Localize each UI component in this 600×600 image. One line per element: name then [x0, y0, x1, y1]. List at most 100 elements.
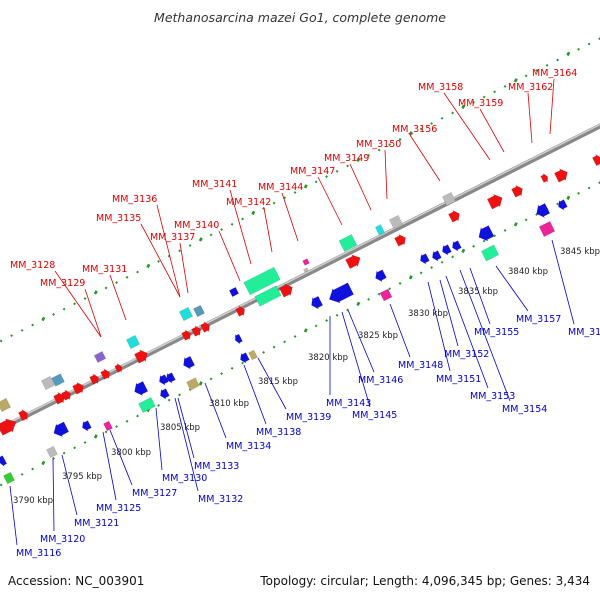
tick-mark — [93, 434, 98, 439]
reverse-leader-line — [551, 239, 575, 325]
tick-mark — [41, 316, 46, 322]
gene-feature — [100, 368, 110, 380]
tick-mark — [535, 213, 539, 216]
gene-feature — [125, 334, 141, 350]
reverse-leader-line — [389, 303, 411, 358]
tick-mark — [367, 153, 371, 157]
tick-mark — [125, 275, 129, 279]
gene-feature — [45, 445, 59, 459]
gene-feature — [511, 184, 523, 198]
reverse-gene-label: MM_3152 — [444, 349, 489, 360]
tick-mark — [513, 78, 518, 83]
forward-leader-line — [384, 149, 388, 200]
gene-feature — [374, 224, 386, 236]
tick-mark — [115, 425, 118, 429]
forward-leader-line — [409, 134, 441, 182]
tick-mark — [146, 263, 151, 269]
tick-mark — [325, 319, 329, 322]
gene-feature — [538, 220, 556, 238]
tick-mark — [136, 414, 139, 418]
reverse-leader-line — [52, 458, 55, 532]
reverse-leader-line — [439, 279, 459, 347]
tick-mark — [62, 307, 66, 311]
reverse-gene-label: MM_3116 — [16, 548, 61, 559]
forward-leader-line — [84, 288, 102, 338]
reverse-leader-line — [102, 431, 117, 501]
tick-mark — [451, 255, 455, 259]
reverse-gene-label: MM_3138 — [256, 427, 301, 438]
reverse-gene-label: MM_3139 — [286, 412, 331, 423]
gene-feature — [243, 266, 281, 296]
tick-mark — [513, 222, 518, 227]
gene-feature — [159, 374, 169, 386]
gene-feature — [553, 168, 568, 183]
forward-leader-line — [317, 176, 343, 226]
gene-feature — [394, 233, 406, 247]
reverse-leader-line — [469, 267, 491, 325]
kbp-tick-label: 3800 kbp — [111, 448, 151, 458]
tick-mark — [451, 111, 455, 115]
forward-gene-label: MM_3150 — [356, 139, 401, 150]
tick-mark — [493, 90, 497, 94]
reverse-leader-line — [495, 265, 529, 312]
tick-mark — [408, 275, 413, 280]
kbp-tick-label: 3810 kbp — [209, 399, 249, 409]
gene-feature — [448, 209, 460, 223]
tick-mark — [556, 202, 560, 206]
tick-mark — [419, 127, 423, 131]
tick-mark — [52, 457, 55, 460]
gene-feature — [311, 295, 324, 310]
tick-mark — [461, 104, 466, 110]
gene-feature — [191, 325, 201, 337]
tick-mark — [356, 157, 361, 163]
tick-mark — [335, 313, 339, 317]
kbp-tick-label: 3840 kbp — [508, 267, 548, 277]
tick-mark — [20, 472, 24, 476]
tick-mark — [440, 260, 444, 264]
tick-mark — [461, 248, 466, 254]
tick-mark — [178, 249, 181, 253]
tick-mark — [283, 340, 287, 344]
gene-feature — [328, 282, 355, 304]
kbp-tick-label: 3805 kbp — [160, 423, 200, 433]
forward-leader-line — [479, 108, 505, 153]
reverse-leader-line — [9, 485, 18, 546]
tick-mark — [167, 398, 171, 402]
tick-mark — [430, 266, 434, 269]
tick-mark — [398, 282, 402, 285]
tick-mark — [472, 244, 476, 248]
forward-leader-line — [443, 92, 491, 161]
tick-mark — [566, 51, 571, 56]
gene-feature — [133, 349, 148, 364]
forward-leader-line — [281, 192, 299, 242]
reverse-leader-line — [257, 357, 287, 410]
reverse-gene-label: MM_3132 — [198, 494, 243, 505]
tick-mark — [41, 460, 46, 466]
gene-feature — [388, 214, 404, 230]
kbp-tick-label: 3825 kbp — [358, 331, 398, 341]
gene-feature — [248, 349, 258, 361]
gene-feature — [178, 306, 194, 322]
forward-leader-line — [263, 207, 273, 253]
tick-mark — [577, 47, 581, 51]
forward-gene-label: MM_3137 — [150, 232, 195, 243]
reverse-gene-label: MM_3134 — [226, 441, 271, 452]
forward-leader-line — [54, 270, 102, 338]
reverse-gene-label: MM_3157 — [516, 314, 561, 325]
gene-feature — [138, 396, 156, 414]
tick-mark — [230, 366, 234, 370]
kbp-tick-label: 3830 kbp — [408, 309, 448, 319]
reverse-gene-label: MM_3151 — [436, 374, 481, 385]
gene-feature — [480, 244, 500, 262]
forward-gene-label: MM_3158 — [418, 82, 463, 93]
reverse-gene-label: MM_3121 — [74, 518, 119, 529]
tick-mark — [52, 313, 55, 316]
reverse-leader-line — [155, 407, 163, 471]
gene-feature — [303, 267, 309, 273]
tick-mark — [524, 74, 528, 78]
tick-mark — [493, 234, 497, 238]
tick-mark — [430, 122, 434, 125]
gene-feature — [0, 397, 12, 413]
gene-feature — [345, 254, 361, 270]
